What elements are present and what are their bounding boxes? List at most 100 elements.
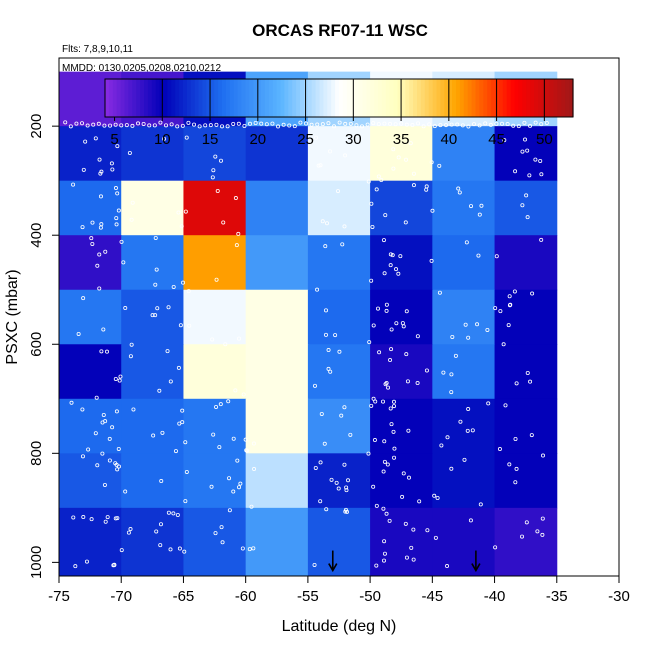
observation-point [376, 122, 381, 127]
observation-point [372, 438, 377, 443]
observation-point [544, 121, 549, 126]
observation-point [218, 158, 223, 163]
observation-point [215, 189, 220, 194]
heatmap-cell [183, 289, 247, 345]
colorbar-segment [459, 79, 465, 117]
observation-point [85, 123, 90, 128]
colorbar-segment [116, 79, 122, 117]
observation-point [498, 309, 503, 314]
observation-point [153, 313, 158, 318]
y-axis-label: PSXC (mbar) [4, 269, 21, 364]
observation-point [214, 404, 219, 409]
observation-point [348, 432, 353, 437]
observation-point [464, 240, 469, 245]
observation-point [226, 399, 231, 404]
observation-point [409, 545, 414, 550]
heatmap-cell [183, 180, 247, 236]
observation-point [511, 123, 516, 128]
observation-point [264, 122, 269, 127]
observation-point [233, 196, 238, 201]
observation-point [323, 244, 328, 249]
observation-point [236, 231, 241, 236]
observation-point [123, 306, 128, 311]
observation-point [435, 495, 440, 500]
observation-point [231, 489, 236, 494]
observation-point [445, 435, 450, 440]
observation-point [458, 419, 463, 424]
x-tick-label: -65 [173, 588, 195, 605]
observation-point [381, 238, 386, 243]
observation-point [387, 518, 392, 523]
heatmap-cell [121, 235, 184, 291]
colorbar-segment [214, 79, 219, 117]
heatmap-cell [245, 235, 309, 291]
observation-point [95, 263, 100, 268]
observation-point [121, 260, 126, 265]
heatmap-cell [494, 180, 558, 236]
observation-point [401, 471, 406, 476]
observation-point [406, 428, 411, 433]
colorbar-segment [261, 79, 266, 117]
observation-point [112, 563, 117, 568]
heatmap-cell [494, 126, 558, 182]
observation-point [389, 327, 394, 332]
observation-point [99, 169, 104, 174]
observation-point [392, 455, 397, 460]
observation-point [319, 411, 324, 416]
observation-point [110, 425, 115, 430]
observation-point [97, 252, 102, 257]
heatmap-cell [307, 507, 371, 577]
observation-point [270, 121, 275, 126]
observation-point [479, 203, 484, 208]
observation-point [147, 123, 152, 128]
observation-point [320, 122, 325, 127]
colorbar-segment [222, 79, 227, 117]
colorbar-segment [452, 79, 457, 117]
observation-point [210, 175, 215, 180]
observation-point [298, 120, 303, 125]
observation-point [152, 123, 157, 128]
observation-point [520, 149, 525, 154]
colorbar-segment [140, 79, 145, 117]
colorbar-segment [136, 79, 141, 117]
observation-point [180, 123, 185, 128]
observation-point [376, 174, 381, 179]
x-axis-label: Latitude (deg N) [282, 618, 397, 635]
observation-point [488, 122, 493, 127]
observation-point [249, 504, 254, 509]
observation-point [276, 124, 281, 129]
observation-point [71, 515, 76, 520]
colorbar-tick-label: 15 [202, 131, 219, 148]
observation-point [287, 123, 292, 128]
observation-point [80, 407, 85, 412]
observation-point [318, 499, 323, 504]
heatmap-cell [432, 453, 496, 509]
heatmap-cell [307, 126, 371, 182]
heatmap-cell [494, 289, 558, 345]
observation-point [369, 278, 374, 283]
colorbar-segment [409, 79, 414, 117]
observation-point [231, 121, 236, 126]
heatmap-cell [183, 507, 247, 577]
observation-point [219, 525, 224, 530]
observation-point [342, 405, 347, 410]
observation-point [158, 120, 163, 125]
observation-point [415, 381, 420, 386]
x-tick-label: -55 [297, 588, 319, 605]
observation-point [118, 374, 123, 379]
colorbar-segment [108, 79, 114, 117]
observation-point [425, 528, 430, 533]
observation-point [94, 395, 99, 400]
observation-point [113, 461, 118, 466]
observation-point [399, 121, 404, 126]
observation-point [81, 515, 86, 520]
heatmap-cell [121, 344, 184, 400]
observation-point [74, 121, 79, 126]
observation-point [128, 354, 133, 359]
colorbar-segment [264, 79, 270, 117]
observation-point [127, 151, 132, 156]
observation-point [477, 123, 482, 128]
observation-point [324, 507, 329, 512]
observation-point [374, 503, 379, 508]
